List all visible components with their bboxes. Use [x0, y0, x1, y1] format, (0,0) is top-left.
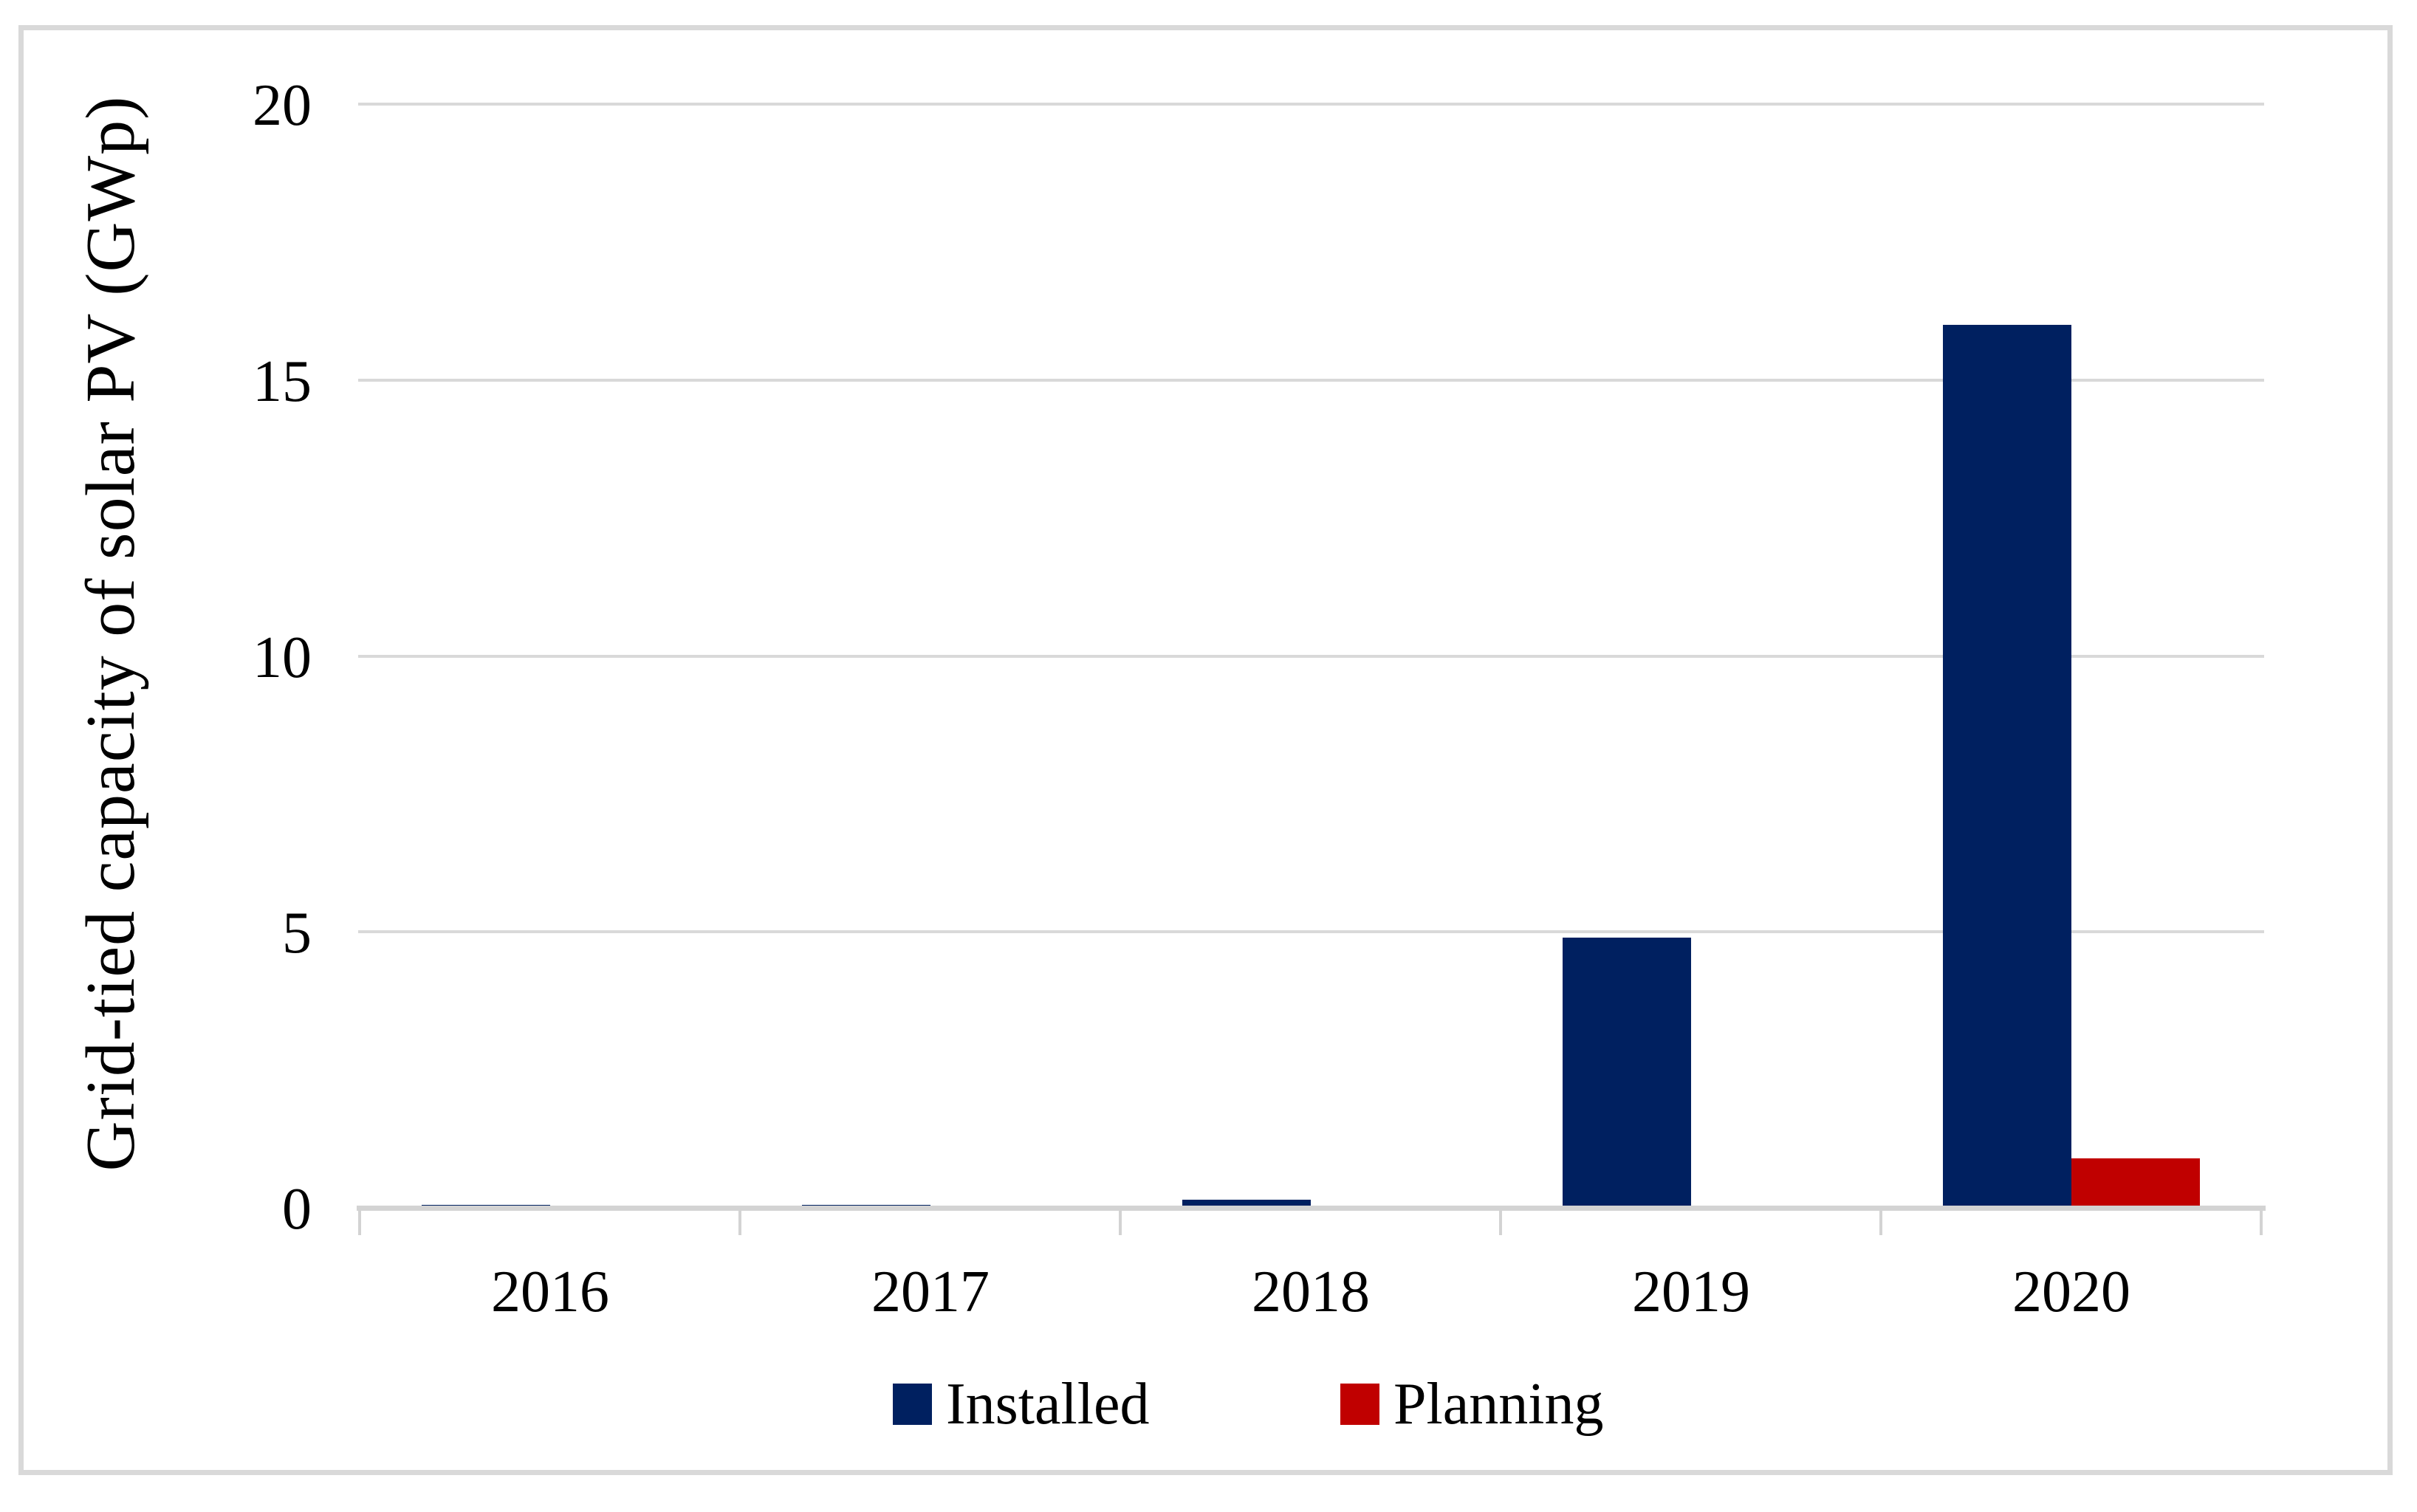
legend-item-installed: Installed — [893, 1372, 1150, 1437]
x-axis-tick-5 — [2260, 1206, 2263, 1235]
x-tick-label-2017: 2017 — [871, 1260, 990, 1324]
x-axis-tick-1 — [738, 1206, 741, 1235]
y-tick-label-15: 15 — [253, 349, 312, 414]
x-tick-label-2020: 2020 — [2012, 1260, 2130, 1324]
legend-label-installed: Installed — [946, 1372, 1150, 1437]
x-axis-tick-2 — [1119, 1206, 1122, 1235]
legend-label-planning: Planning — [1393, 1372, 1604, 1437]
x-axis-tick-3 — [1499, 1206, 1502, 1235]
legend-swatch-installed — [893, 1384, 932, 1425]
x-tick-label-2018: 2018 — [1252, 1260, 1370, 1324]
x-tick-label-2019: 2019 — [1632, 1260, 1750, 1324]
x-axis-line — [357, 1206, 2266, 1211]
x-axis-tick-4 — [1879, 1206, 1882, 1235]
legend-swatch-planning — [1340, 1384, 1379, 1425]
bar-installed-2018 — [1182, 1200, 1311, 1208]
y-tick-label-10: 10 — [253, 625, 312, 690]
y-tick-label-0: 0 — [282, 1177, 312, 1242]
legend-item-planning: Planning — [1340, 1372, 1604, 1437]
bar-planning-2020 — [2071, 1158, 2200, 1208]
figure-border — [18, 25, 2393, 1475]
gridline-20 — [358, 103, 2264, 106]
gridline-15 — [358, 379, 2264, 382]
x-axis-tick-0 — [358, 1206, 361, 1235]
y-tick-label-20: 20 — [253, 73, 312, 138]
x-tick-label-2016: 2016 — [491, 1260, 609, 1324]
y-tick-label-5: 5 — [282, 901, 312, 966]
bar-installed-2019 — [1563, 938, 1691, 1208]
gridline-5 — [358, 930, 2264, 933]
bar-installed-2020 — [1943, 325, 2071, 1208]
gridline-10 — [358, 655, 2264, 658]
